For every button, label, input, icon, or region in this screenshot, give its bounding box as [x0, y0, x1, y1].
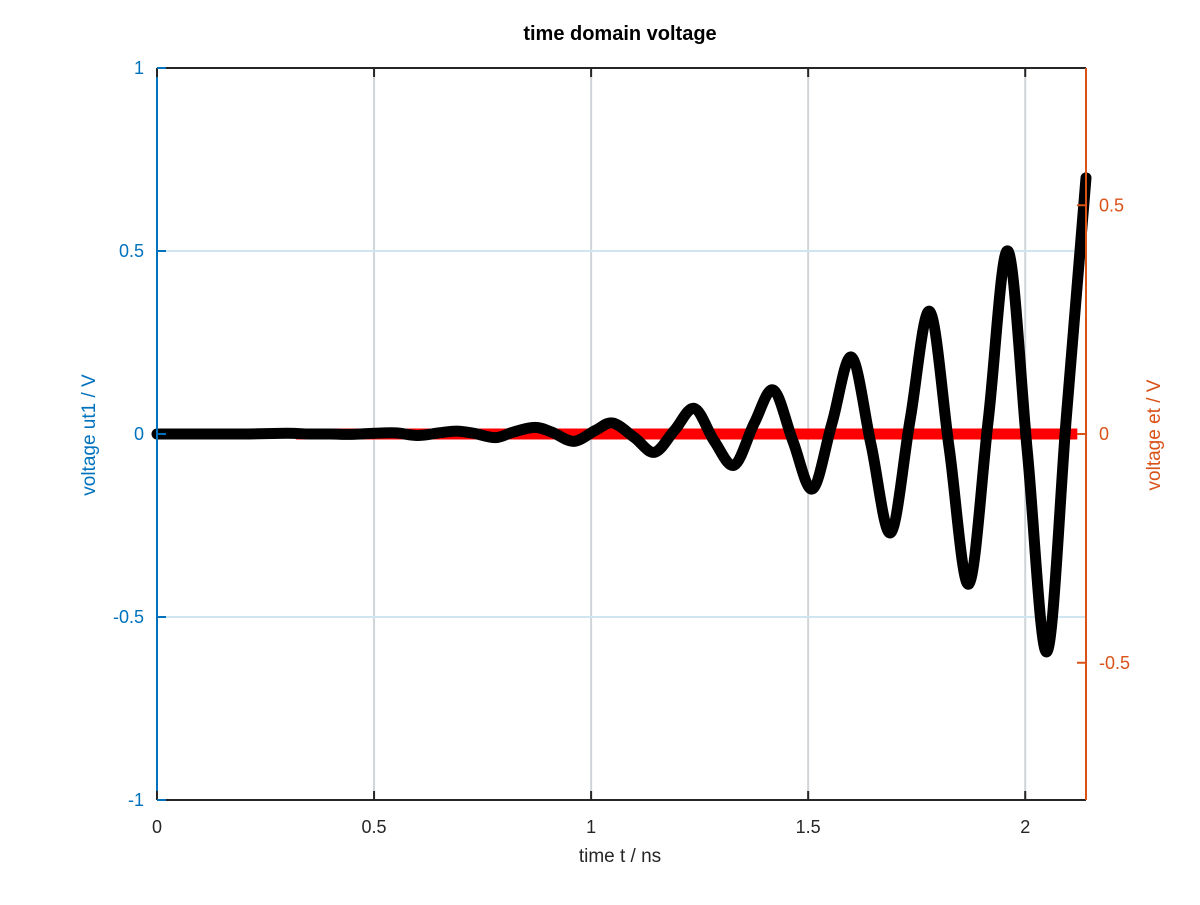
- y-left-tick-label-4: 1: [134, 58, 144, 78]
- x-tick-label-1: 0.5: [362, 817, 387, 837]
- y-left-tick-label-0: -1: [128, 790, 144, 810]
- y-left-tick-label-2: 0: [134, 424, 144, 444]
- y-right-tick-label-1: 0: [1099, 424, 1109, 444]
- x-axis-label: time t / ns: [579, 846, 661, 867]
- chart-title: time domain voltage: [523, 23, 716, 45]
- x-tick-label-0: 0: [152, 817, 162, 837]
- x-tick-label-4: 2: [1020, 817, 1030, 837]
- x-tick-label-3: 1.5: [796, 817, 821, 837]
- y-axis-label-left: voltage ut1 / V: [79, 374, 100, 496]
- y-left-tick-label-1: -0.5: [113, 607, 144, 627]
- y-axis-label-right: voltage et / V: [1144, 379, 1165, 490]
- y-right-tick-label-2: 0.5: [1099, 195, 1124, 215]
- series-ut1-line: [151, 172, 1092, 658]
- y-left-tick-label-3: 0.5: [119, 241, 144, 261]
- y-right-tick-label-0: -0.5: [1099, 653, 1130, 673]
- x-tick-label-2: 1: [586, 817, 596, 837]
